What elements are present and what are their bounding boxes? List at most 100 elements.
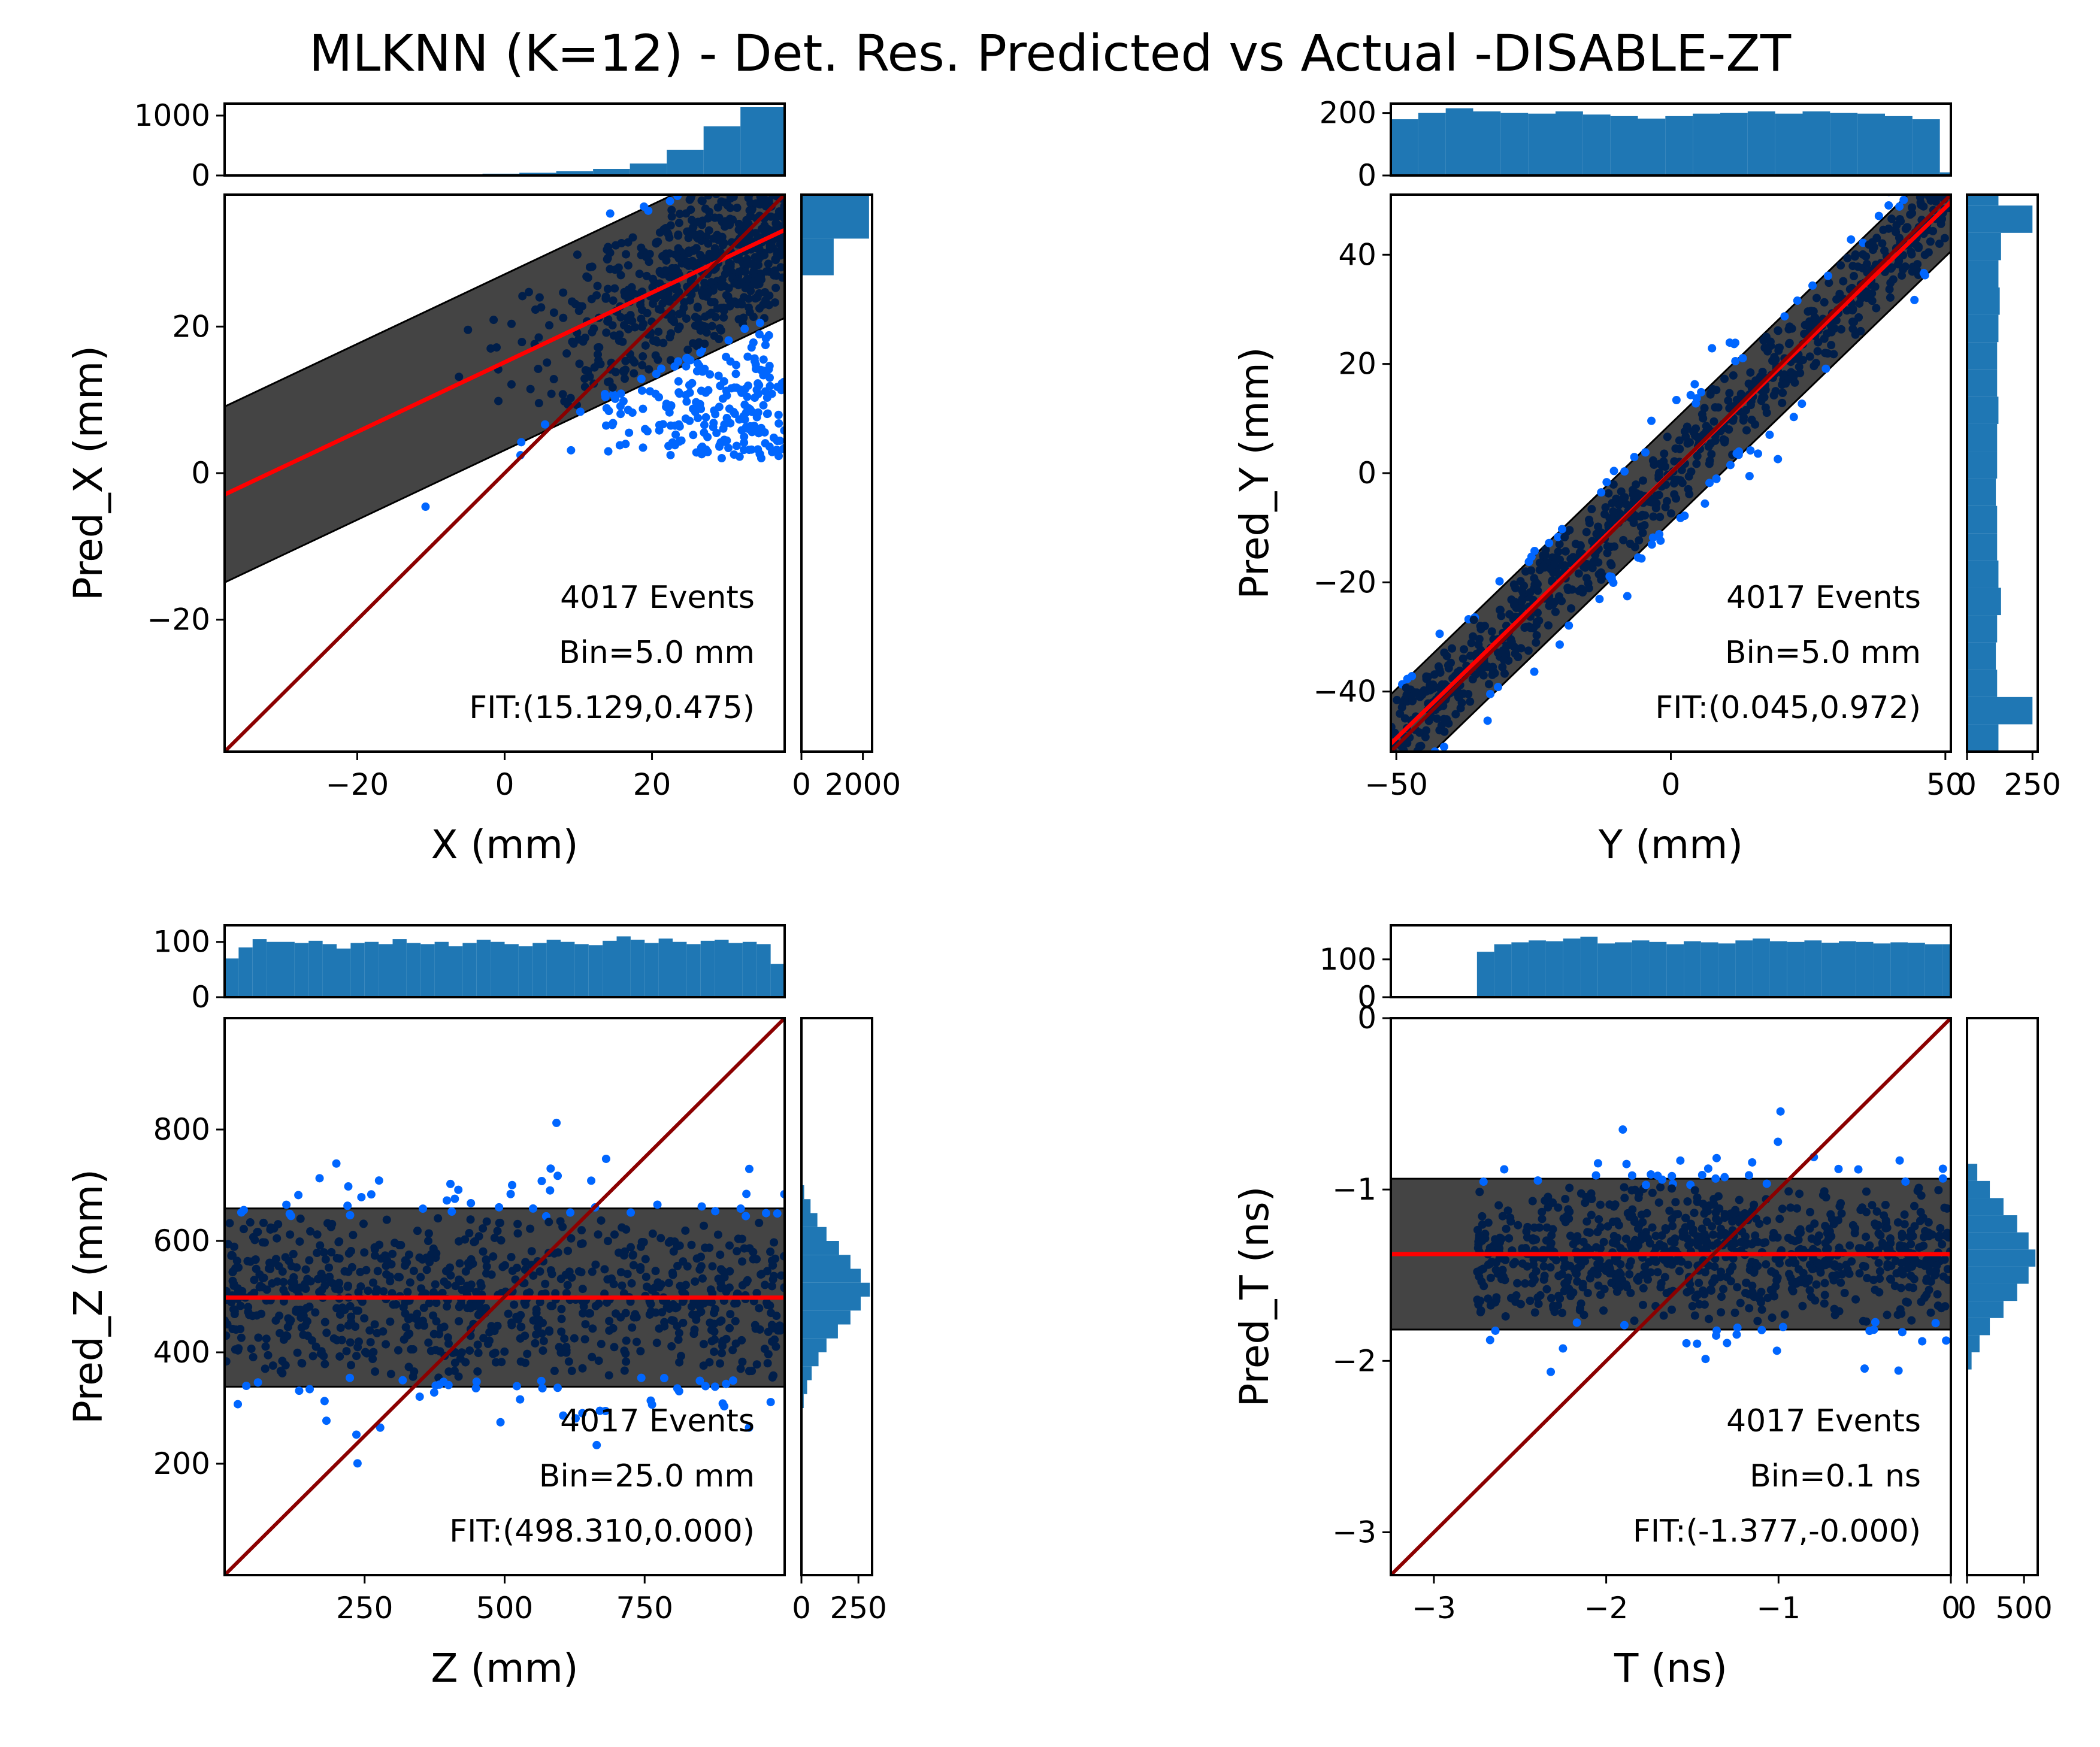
- top-hist-bar: [392, 939, 407, 997]
- data-point: [624, 261, 633, 270]
- data-point: [555, 1343, 564, 1352]
- data-point: [545, 1327, 554, 1336]
- data-point: [346, 1373, 355, 1382]
- data-point: [694, 314, 703, 323]
- data-point: [707, 308, 716, 317]
- data-point: [602, 328, 611, 337]
- data-point: [1862, 252, 1871, 261]
- data-point: [1478, 1212, 1487, 1221]
- top-hist-bar: [1597, 943, 1615, 997]
- data-point: [1778, 398, 1787, 407]
- right-hist-bar: [1967, 369, 1998, 397]
- data-point: [657, 1280, 666, 1289]
- data-point: [767, 212, 776, 221]
- data-point: [1526, 588, 1535, 597]
- data-point: [1891, 1256, 1900, 1265]
- data-point: [1795, 1265, 1804, 1274]
- data-point: [1647, 498, 1656, 507]
- data-point: [1747, 416, 1756, 425]
- data-point: [410, 1367, 419, 1376]
- data-point: [343, 1201, 352, 1210]
- data-point: [1795, 355, 1804, 364]
- top-hist-bar: [1615, 942, 1632, 997]
- data-point: [574, 1267, 583, 1276]
- data-point: [472, 1288, 481, 1297]
- data-point: [627, 283, 636, 292]
- y-axis-label: Pred_Z (mm): [65, 1169, 111, 1424]
- data-point: [740, 325, 749, 334]
- data-point: [1565, 526, 1574, 535]
- data-point: [682, 390, 691, 399]
- data-point: [535, 1298, 544, 1307]
- data-point: [594, 1357, 603, 1365]
- data-point: [228, 1276, 237, 1285]
- data-point: [662, 399, 671, 408]
- data-point: [745, 404, 754, 413]
- data-point: [1872, 304, 1881, 313]
- data-point: [1778, 1204, 1787, 1213]
- data-point: [380, 1251, 389, 1260]
- data-point: [421, 502, 430, 511]
- data-point: [701, 204, 710, 213]
- data-point: [1481, 1234, 1490, 1243]
- data-point: [1680, 511, 1689, 520]
- data-point: [1751, 1261, 1760, 1270]
- data-point: [666, 356, 675, 365]
- data-point: [1925, 1285, 1933, 1294]
- data-point: [627, 1279, 636, 1288]
- data-point: [1523, 1262, 1532, 1271]
- data-point: [443, 1333, 452, 1342]
- data-point: [610, 1230, 619, 1239]
- data-point: [490, 1233, 499, 1242]
- data-point: [289, 1249, 298, 1258]
- data-point: [246, 1257, 255, 1266]
- data-point: [1774, 455, 1783, 464]
- data-point: [1494, 683, 1503, 692]
- data-point: [1836, 261, 1845, 270]
- data-point: [1704, 423, 1713, 432]
- data-point: [495, 1219, 504, 1228]
- data-point: [1775, 1215, 1784, 1224]
- data-point: [761, 341, 770, 350]
- data-point: [553, 1383, 562, 1392]
- data-point: [1630, 453, 1639, 462]
- data-point: [580, 1335, 589, 1344]
- data-point: [346, 1210, 355, 1219]
- data-point: [1576, 541, 1585, 550]
- top-hist-bar: [703, 126, 741, 175]
- data-point: [513, 1219, 522, 1228]
- data-point: [1931, 182, 1939, 190]
- data-point: [1837, 1209, 1846, 1218]
- right-hist-bar: [1967, 670, 1998, 697]
- data-point: [517, 438, 526, 447]
- data-point: [700, 1299, 709, 1308]
- data-point: [1720, 436, 1729, 445]
- data-point: [639, 1238, 648, 1247]
- data-point: [726, 300, 735, 309]
- data-point: [551, 1289, 560, 1298]
- data-point: [1693, 452, 1702, 461]
- data-point: [1625, 1270, 1634, 1279]
- data-point: [1761, 403, 1770, 412]
- data-point: [683, 227, 692, 236]
- data-point: [688, 379, 697, 387]
- right-hist-bar: [801, 1268, 861, 1283]
- data-point: [1547, 1367, 1556, 1376]
- top-hist-bar: [1753, 938, 1770, 997]
- annotation-text: 4017 Events: [560, 580, 755, 616]
- data-point: [674, 325, 683, 334]
- data-point: [711, 410, 720, 419]
- data-point: [369, 1278, 378, 1287]
- data-point: [1742, 405, 1751, 414]
- data-point: [1672, 395, 1681, 404]
- top-hist-bar: [1873, 943, 1891, 997]
- data-point: [667, 329, 676, 338]
- data-point: [1907, 1240, 1916, 1249]
- data-point: [644, 365, 653, 374]
- data-point: [1851, 1224, 1860, 1233]
- data-point: [1621, 1280, 1630, 1289]
- data-point: [701, 445, 710, 454]
- data-point: [1475, 1272, 1484, 1281]
- data-point: [674, 268, 683, 277]
